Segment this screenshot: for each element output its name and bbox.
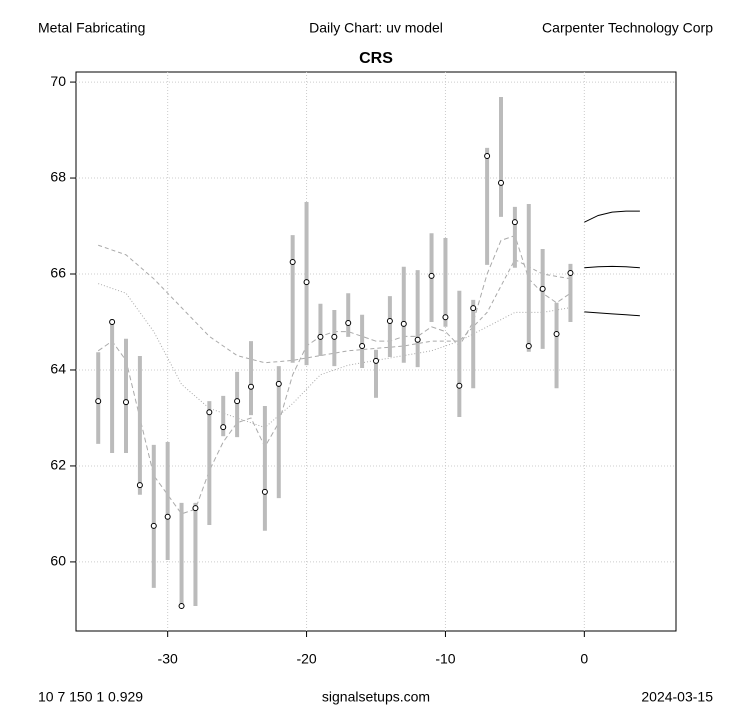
band-line (98, 283, 571, 429)
close-point (261, 488, 268, 495)
close-point (345, 319, 352, 326)
close-point (553, 330, 560, 337)
x-tick-label: -30 (158, 651, 178, 667)
close-point (456, 382, 463, 389)
close-point (539, 285, 546, 292)
close-point (498, 179, 504, 186)
close-point (206, 409, 213, 416)
close-point (220, 424, 227, 431)
close-point (178, 603, 185, 610)
close-point (289, 259, 296, 266)
close-point (442, 314, 449, 321)
y-tick-label: 70 (50, 73, 66, 89)
close-point (317, 333, 324, 340)
close-point (359, 342, 366, 349)
band-line (98, 244, 571, 364)
close-point (400, 320, 407, 327)
close-point (331, 333, 338, 340)
close-point (248, 383, 254, 390)
header-center: Daily Chart: uv model (309, 20, 443, 36)
footer-left: 10 7 150 1 0.929 (38, 689, 143, 705)
close-point (428, 272, 435, 279)
close-point (567, 270, 574, 277)
close-point (109, 318, 116, 325)
close-point (511, 219, 518, 226)
close-point (234, 398, 241, 405)
y-tick-label: 64 (50, 361, 66, 377)
close-point (525, 342, 532, 349)
x-tick-label: 0 (580, 651, 588, 667)
close-point (123, 399, 129, 406)
y-tick-label: 62 (50, 457, 66, 473)
header-left: Metal Fabricating (38, 20, 145, 36)
close-point (95, 398, 102, 405)
footer-right: 2024-03-15 (641, 689, 713, 705)
plot-frame (75, 71, 677, 632)
y-tick-label: 60 (50, 553, 66, 569)
footer-center: signalsetups.com (322, 689, 430, 705)
close-point (150, 522, 157, 529)
close-point (192, 505, 199, 512)
x-tick-label: -20 (296, 651, 316, 667)
header-right: Carpenter Technology Corp (542, 20, 713, 36)
close-point (275, 380, 282, 387)
forecast-line (584, 265, 640, 269)
forecast-line (584, 311, 640, 317)
close-point (386, 318, 393, 325)
close-point (136, 482, 143, 489)
y-tick-label: 68 (50, 169, 66, 185)
close-point (303, 279, 310, 286)
close-point (373, 357, 379, 364)
y-tick-label: 66 (50, 265, 66, 281)
chart-title: CRS (359, 50, 393, 67)
close-point (470, 305, 477, 312)
forecast-line (584, 210, 640, 223)
x-tick-label: -10 (435, 651, 455, 667)
close-point (164, 513, 171, 520)
close-point (414, 336, 421, 343)
close-point (484, 152, 491, 159)
